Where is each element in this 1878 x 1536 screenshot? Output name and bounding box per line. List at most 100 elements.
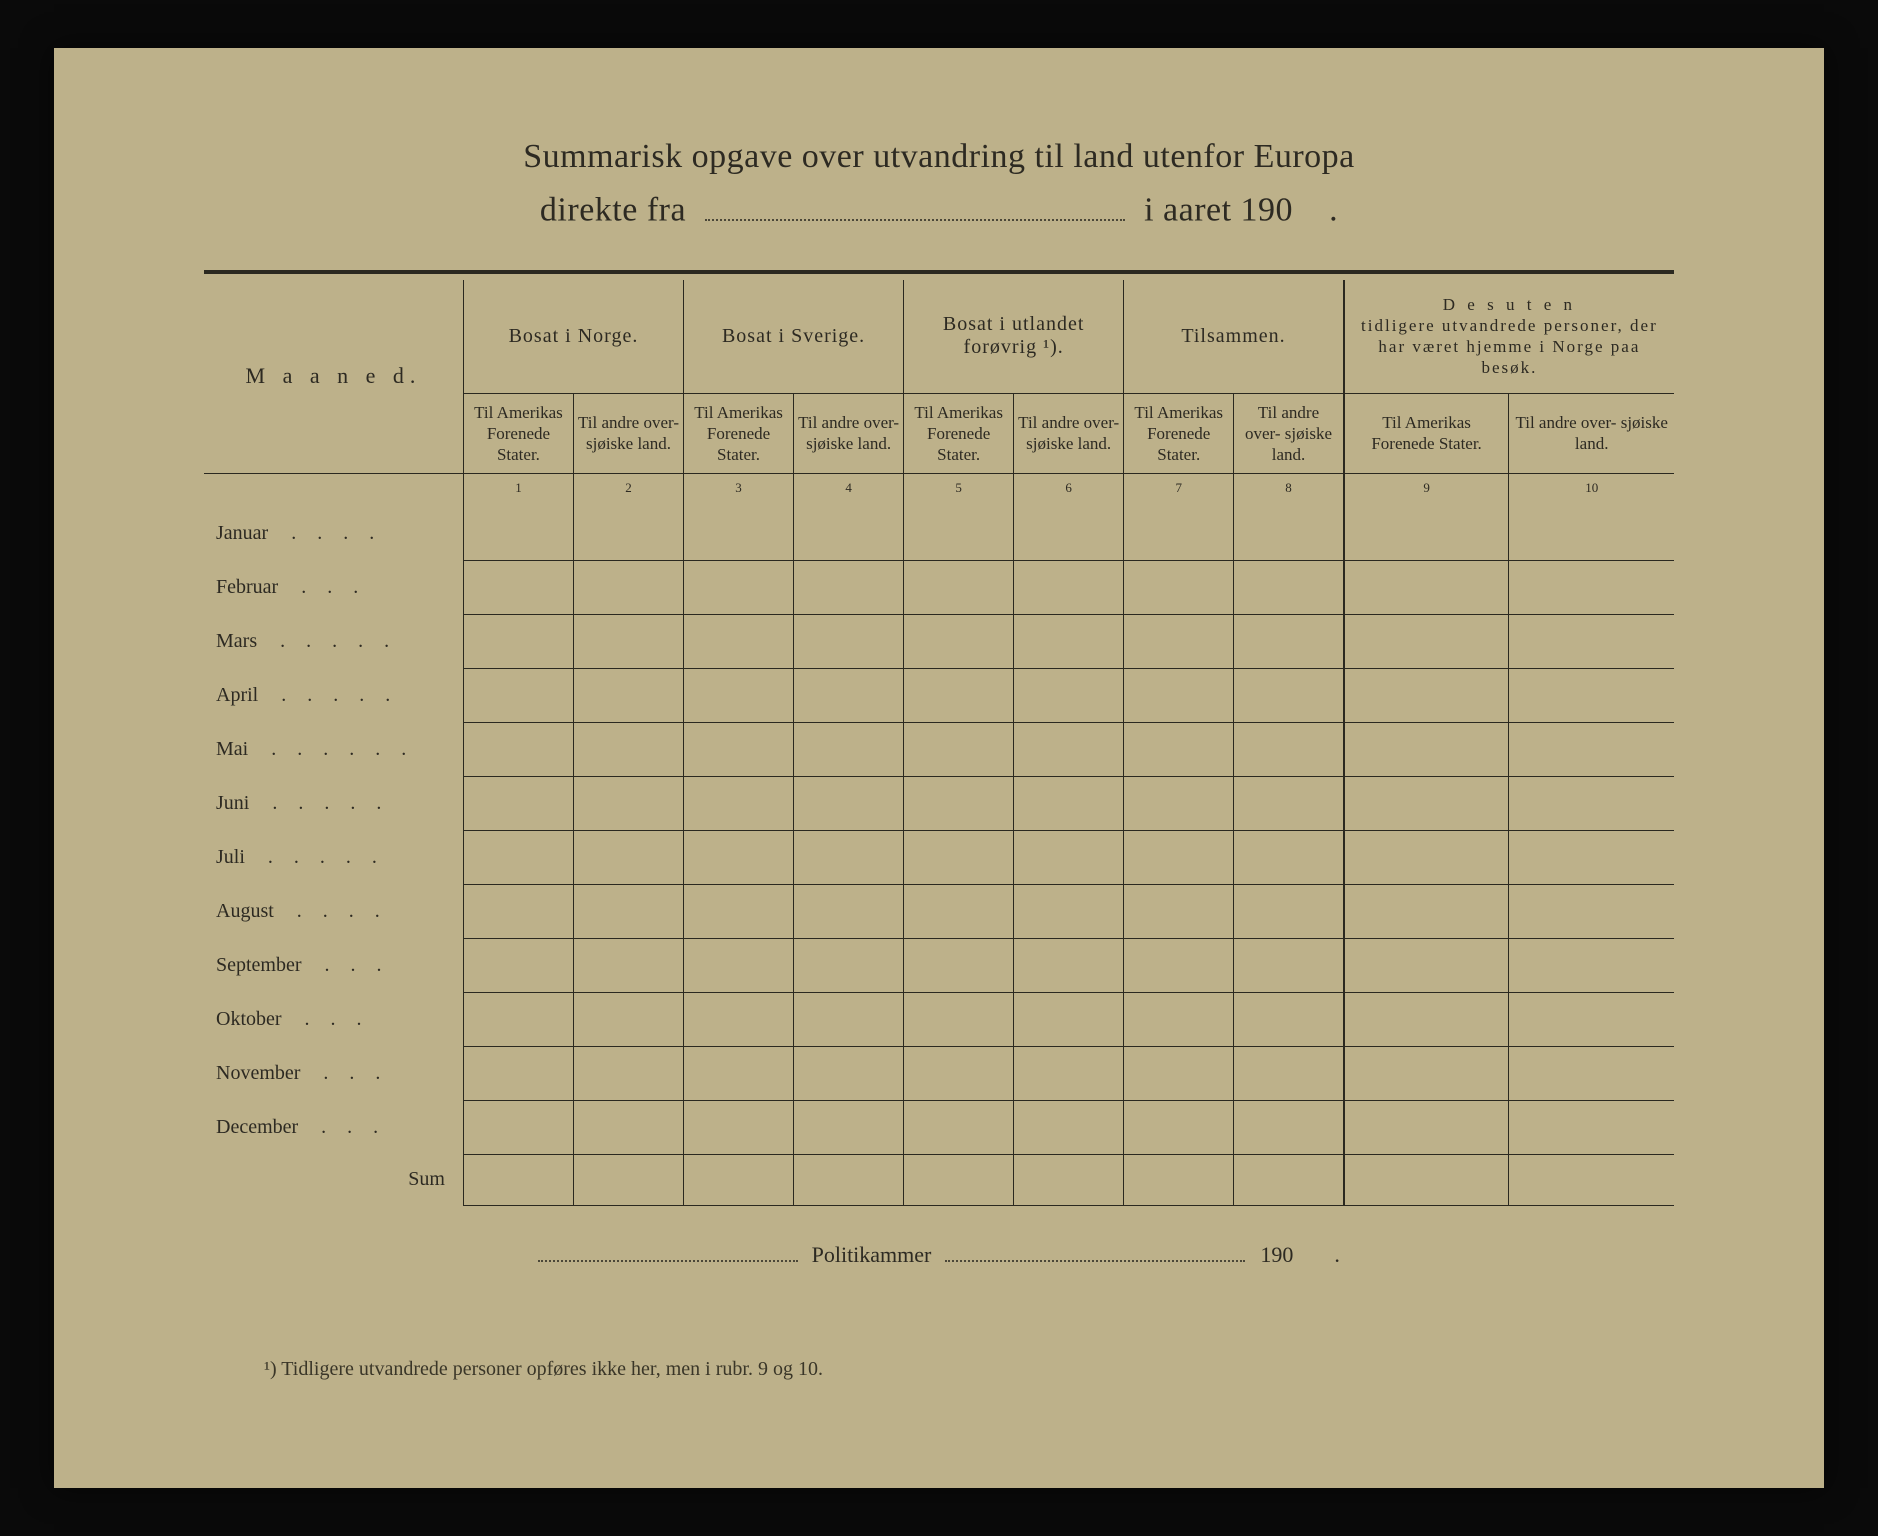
- data-cell[interactable]: [1509, 614, 1674, 668]
- data-cell[interactable]: [1234, 830, 1344, 884]
- data-cell[interactable]: [1014, 1100, 1124, 1154]
- data-cell[interactable]: [573, 668, 683, 722]
- data-cell[interactable]: [794, 776, 904, 830]
- data-cell[interactable]: [1124, 992, 1234, 1046]
- sum-cell[interactable]: [1234, 1154, 1344, 1205]
- data-cell[interactable]: [904, 614, 1014, 668]
- data-cell[interactable]: [1344, 560, 1509, 614]
- data-cell[interactable]: [904, 992, 1014, 1046]
- data-cell[interactable]: [1124, 614, 1234, 668]
- data-cell[interactable]: [1509, 830, 1674, 884]
- data-cell[interactable]: [1124, 1046, 1234, 1100]
- data-cell[interactable]: [794, 506, 904, 560]
- data-cell[interactable]: [573, 830, 683, 884]
- data-cell[interactable]: [573, 506, 683, 560]
- data-cell[interactable]: [1234, 1100, 1344, 1154]
- data-cell[interactable]: [1014, 668, 1124, 722]
- blank-from[interactable]: [705, 188, 1125, 221]
- data-cell[interactable]: [1509, 668, 1674, 722]
- data-cell[interactable]: [1014, 506, 1124, 560]
- data-cell[interactable]: [1234, 992, 1344, 1046]
- data-cell[interactable]: [1344, 884, 1509, 938]
- data-cell[interactable]: [794, 1100, 904, 1154]
- data-cell[interactable]: [1124, 1100, 1234, 1154]
- data-cell[interactable]: [1509, 992, 1674, 1046]
- data-cell[interactable]: [1344, 938, 1509, 992]
- data-cell[interactable]: [1014, 614, 1124, 668]
- data-cell[interactable]: [463, 776, 573, 830]
- data-cell[interactable]: [1234, 1046, 1344, 1100]
- data-cell[interactable]: [684, 830, 794, 884]
- data-cell[interactable]: [1014, 1046, 1124, 1100]
- data-cell[interactable]: [463, 1046, 573, 1100]
- data-cell[interactable]: [1509, 884, 1674, 938]
- data-cell[interactable]: [794, 884, 904, 938]
- data-cell[interactable]: [684, 884, 794, 938]
- data-cell[interactable]: [463, 560, 573, 614]
- sum-cell[interactable]: [1509, 1154, 1674, 1205]
- data-cell[interactable]: [684, 992, 794, 1046]
- data-cell[interactable]: [904, 668, 1014, 722]
- data-cell[interactable]: [1124, 560, 1234, 614]
- data-cell[interactable]: [684, 506, 794, 560]
- data-cell[interactable]: [904, 938, 1014, 992]
- data-cell[interactable]: [463, 614, 573, 668]
- blank-place[interactable]: [538, 1240, 798, 1262]
- data-cell[interactable]: [463, 1100, 573, 1154]
- data-cell[interactable]: [1124, 668, 1234, 722]
- data-cell[interactable]: [573, 992, 683, 1046]
- data-cell[interactable]: [1234, 884, 1344, 938]
- data-cell[interactable]: [904, 776, 1014, 830]
- data-cell[interactable]: [794, 668, 904, 722]
- data-cell[interactable]: [573, 722, 683, 776]
- data-cell[interactable]: [1344, 776, 1509, 830]
- data-cell[interactable]: [684, 1046, 794, 1100]
- sum-cell[interactable]: [573, 1154, 683, 1205]
- data-cell[interactable]: [1124, 722, 1234, 776]
- data-cell[interactable]: [684, 722, 794, 776]
- data-cell[interactable]: [904, 722, 1014, 776]
- data-cell[interactable]: [1509, 938, 1674, 992]
- data-cell[interactable]: [684, 938, 794, 992]
- sum-cell[interactable]: [1014, 1154, 1124, 1205]
- sum-cell[interactable]: [1344, 1154, 1509, 1205]
- data-cell[interactable]: [1344, 1100, 1509, 1154]
- data-cell[interactable]: [1124, 830, 1234, 884]
- data-cell[interactable]: [684, 614, 794, 668]
- data-cell[interactable]: [1234, 776, 1344, 830]
- sum-cell[interactable]: [1124, 1154, 1234, 1205]
- data-cell[interactable]: [1234, 614, 1344, 668]
- sum-cell[interactable]: [463, 1154, 573, 1205]
- data-cell[interactable]: [904, 1100, 1014, 1154]
- data-cell[interactable]: [1014, 938, 1124, 992]
- data-cell[interactable]: [1509, 776, 1674, 830]
- data-cell[interactable]: [1124, 938, 1234, 992]
- data-cell[interactable]: [573, 938, 683, 992]
- data-cell[interactable]: [904, 506, 1014, 560]
- data-cell[interactable]: [1509, 722, 1674, 776]
- data-cell[interactable]: [1124, 506, 1234, 560]
- data-cell[interactable]: [904, 884, 1014, 938]
- data-cell[interactable]: [1014, 722, 1124, 776]
- data-cell[interactable]: [1124, 776, 1234, 830]
- data-cell[interactable]: [684, 668, 794, 722]
- data-cell[interactable]: [684, 776, 794, 830]
- data-cell[interactable]: [463, 938, 573, 992]
- data-cell[interactable]: [794, 1046, 904, 1100]
- data-cell[interactable]: [1344, 614, 1509, 668]
- data-cell[interactable]: [684, 1100, 794, 1154]
- data-cell[interactable]: [573, 776, 683, 830]
- data-cell[interactable]: [1234, 560, 1344, 614]
- data-cell[interactable]: [1234, 722, 1344, 776]
- data-cell[interactable]: [1014, 830, 1124, 884]
- data-cell[interactable]: [1014, 884, 1124, 938]
- data-cell[interactable]: [1344, 506, 1509, 560]
- data-cell[interactable]: [463, 992, 573, 1046]
- data-cell[interactable]: [1509, 1046, 1674, 1100]
- data-cell[interactable]: [1014, 992, 1124, 1046]
- data-cell[interactable]: [463, 506, 573, 560]
- data-cell[interactable]: [684, 560, 794, 614]
- data-cell[interactable]: [794, 938, 904, 992]
- data-cell[interactable]: [1344, 668, 1509, 722]
- data-cell[interactable]: [463, 668, 573, 722]
